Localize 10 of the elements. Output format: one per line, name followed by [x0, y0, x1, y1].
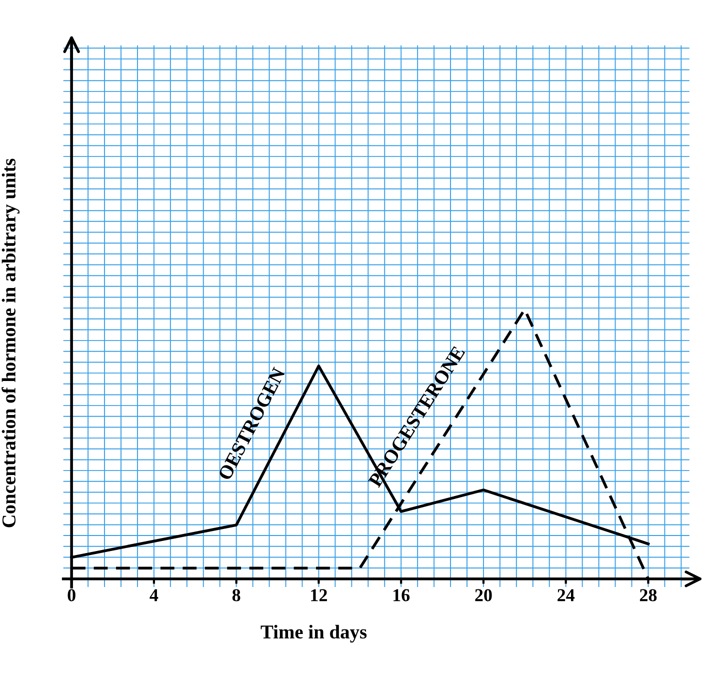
x-tick-label: 0: [68, 589, 76, 602]
x-tick-label: 16: [394, 589, 410, 602]
x-tick-label: 8: [232, 589, 240, 602]
x-tick-label: 12: [311, 589, 327, 602]
x-tick-label: 4: [150, 589, 158, 602]
x-tick-label: 24: [558, 589, 575, 602]
x-axis-title: Time in days: [260, 624, 367, 643]
y-axis-title: Concentration of hormone in arbitrary units: [2, 158, 20, 528]
x-tick-label: 20: [475, 589, 492, 602]
x-tick-label: 28: [640, 589, 657, 602]
